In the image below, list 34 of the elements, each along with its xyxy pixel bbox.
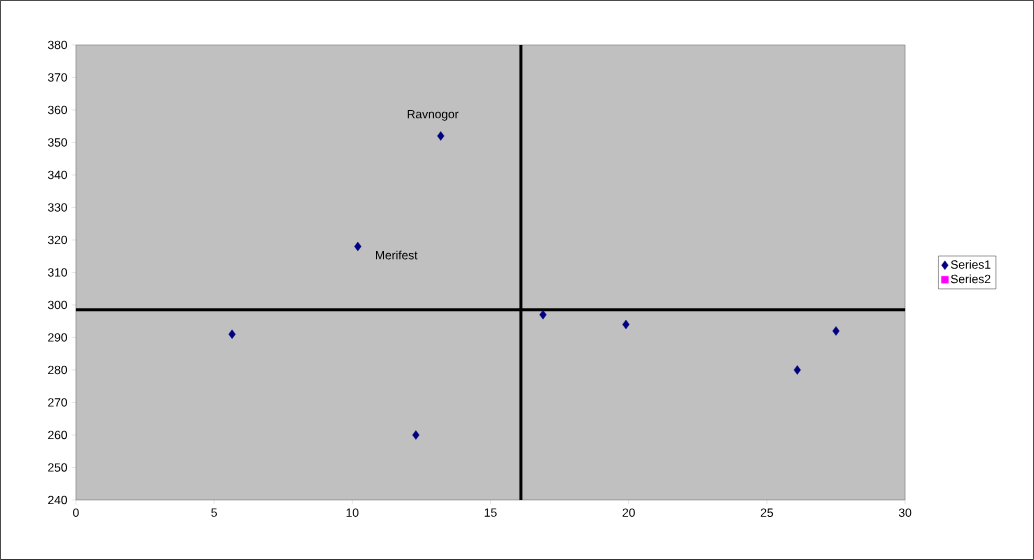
point: [437, 131, 445, 141]
point: [412, 430, 420, 440]
x-tick-label: 15: [484, 508, 497, 517]
legend-label: Series1: [950, 260, 991, 269]
x-tick-label: 30: [898, 508, 912, 517]
point: [354, 241, 362, 252]
y-tick-label: 260: [48, 430, 68, 440]
point: [832, 326, 840, 336]
y-tick-label: 330: [47, 203, 68, 212]
x-tick-label: 5: [211, 508, 217, 517]
y-tick-label: 340: [47, 170, 68, 180]
y-tick-label: 290: [48, 333, 68, 342]
y-tick-label: 370: [47, 73, 68, 82]
annotation: Ravnogor: [407, 110, 459, 121]
y-tick-label: 300: [47, 300, 68, 310]
y-tick-label: 320: [47, 235, 68, 245]
point: [539, 310, 547, 320]
y-tick-label: 270: [48, 398, 68, 407]
point: [228, 329, 236, 339]
y-tick-label: 350: [47, 138, 68, 147]
y-tick-label: 250: [48, 463, 68, 472]
annotation: Merifest: [376, 250, 418, 260]
legend-label: Series2: [950, 274, 991, 284]
x-tick-label: 10: [346, 508, 359, 517]
x-tick-label: 25: [760, 508, 774, 517]
x-tick-label: 20: [622, 508, 635, 517]
y-tick-label: 360: [47, 105, 68, 115]
y-tick-label: 280: [48, 365, 68, 375]
point: [622, 319, 630, 330]
point: [793, 365, 801, 375]
y-tick-label: 310: [47, 268, 68, 277]
y-tick-label: 380: [47, 40, 68, 50]
y-tick-label: 240: [48, 495, 68, 505]
x-tick-label: 0: [73, 508, 79, 517]
